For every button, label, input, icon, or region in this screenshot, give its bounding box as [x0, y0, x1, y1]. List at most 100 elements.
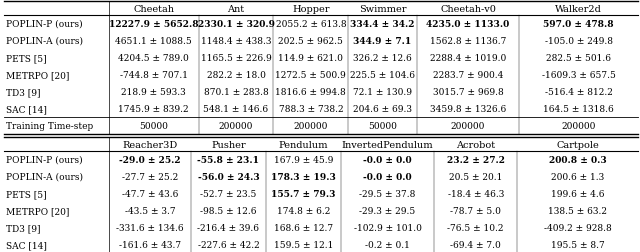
- Text: Pendulum: Pendulum: [278, 140, 328, 149]
- Text: -331.6 ± 134.6: -331.6 ± 134.6: [116, 223, 184, 232]
- Text: 282.2 ± 18.0: 282.2 ± 18.0: [207, 71, 266, 80]
- Text: 334.4 ± 34.2: 334.4 ± 34.2: [350, 20, 415, 29]
- Text: 200000: 200000: [294, 121, 328, 131]
- Text: Ant: Ant: [227, 5, 244, 13]
- Text: 788.3 ± 738.2: 788.3 ± 738.2: [278, 105, 343, 114]
- Text: -1609.3 ± 657.5: -1609.3 ± 657.5: [542, 71, 616, 80]
- Text: PETS [5]: PETS [5]: [6, 54, 47, 63]
- Text: SAC [14]: SAC [14]: [6, 240, 47, 249]
- Text: Cartpole: Cartpole: [556, 140, 599, 149]
- Text: -76.5 ± 10.2: -76.5 ± 10.2: [447, 223, 504, 232]
- Text: -52.7 ± 23.5: -52.7 ± 23.5: [200, 189, 257, 198]
- Text: -98.5 ± 12.6: -98.5 ± 12.6: [200, 206, 257, 215]
- Text: 1816.6 ± 994.8: 1816.6 ± 994.8: [275, 88, 346, 97]
- Text: -55.8 ± 23.1: -55.8 ± 23.1: [197, 155, 259, 164]
- Text: 4651.1 ± 1088.5: 4651.1 ± 1088.5: [115, 37, 192, 46]
- Text: TD3 [9]: TD3 [9]: [6, 223, 40, 232]
- Text: Walker2d: Walker2d: [556, 5, 602, 13]
- Text: SAC [14]: SAC [14]: [6, 105, 47, 114]
- Text: 159.5 ± 12.1: 159.5 ± 12.1: [273, 240, 333, 249]
- Text: POPLIN-A (ours): POPLIN-A (ours): [6, 172, 83, 181]
- Text: 326.2 ± 12.6: 326.2 ± 12.6: [353, 54, 412, 63]
- Text: 72.1 ± 130.9: 72.1 ± 130.9: [353, 88, 412, 97]
- Text: -78.7 ± 5.0: -78.7 ± 5.0: [451, 206, 501, 215]
- Text: 2283.7 ± 900.4: 2283.7 ± 900.4: [433, 71, 503, 80]
- Text: -102.9 ± 101.0: -102.9 ± 101.0: [354, 223, 422, 232]
- Text: Pusher: Pusher: [211, 140, 246, 149]
- Text: 200000: 200000: [219, 121, 253, 131]
- Text: 12227.9 ± 5652.8: 12227.9 ± 5652.8: [109, 20, 198, 29]
- Text: -69.4 ± 7.0: -69.4 ± 7.0: [451, 240, 501, 249]
- Text: 1165.5 ± 226.9: 1165.5 ± 226.9: [201, 54, 271, 63]
- Text: POPLIN-P (ours): POPLIN-P (ours): [6, 155, 83, 164]
- Text: -29.3 ± 29.5: -29.3 ± 29.5: [360, 206, 416, 215]
- Text: POPLIN-P (ours): POPLIN-P (ours): [6, 20, 83, 29]
- Text: InvertedPendulum: InvertedPendulum: [342, 140, 433, 149]
- Text: POPLIN-A (ours): POPLIN-A (ours): [6, 37, 83, 46]
- Text: 114.9 ± 621.0: 114.9 ± 621.0: [278, 54, 343, 63]
- Text: Reacher3D: Reacher3D: [122, 140, 177, 149]
- Text: METRPO [20]: METRPO [20]: [6, 71, 69, 80]
- Text: 548.1 ± 146.6: 548.1 ± 146.6: [204, 105, 269, 114]
- Text: Hopper: Hopper: [292, 5, 330, 13]
- Text: Training Time-step: Training Time-step: [6, 121, 93, 131]
- Text: -216.4 ± 39.6: -216.4 ± 39.6: [197, 223, 259, 232]
- Text: 2330.1 ± 320.9: 2330.1 ± 320.9: [198, 20, 275, 29]
- Text: 282.5 ± 501.6: 282.5 ± 501.6: [546, 54, 611, 63]
- Text: 1272.5 ± 500.9: 1272.5 ± 500.9: [275, 71, 346, 80]
- Text: -18.4 ± 46.3: -18.4 ± 46.3: [447, 189, 504, 198]
- Text: METRPO [20]: METRPO [20]: [6, 206, 69, 215]
- Text: 50000: 50000: [139, 121, 168, 131]
- Text: 168.6 ± 12.7: 168.6 ± 12.7: [274, 223, 333, 232]
- Text: 178.3 ± 19.3: 178.3 ± 19.3: [271, 172, 336, 181]
- Text: 138.5 ± 63.2: 138.5 ± 63.2: [548, 206, 607, 215]
- Text: 155.7 ± 79.3: 155.7 ± 79.3: [271, 189, 335, 198]
- Text: -56.0 ± 24.3: -56.0 ± 24.3: [198, 172, 259, 181]
- Text: -409.2 ± 928.8: -409.2 ± 928.8: [543, 223, 611, 232]
- Text: 3459.8 ± 1326.6: 3459.8 ± 1326.6: [430, 105, 506, 114]
- Text: -43.5 ± 3.7: -43.5 ± 3.7: [125, 206, 175, 215]
- Text: 167.9 ± 45.9: 167.9 ± 45.9: [273, 155, 333, 164]
- Text: 597.0 ± 478.8: 597.0 ± 478.8: [543, 20, 614, 29]
- Text: 204.6 ± 69.3: 204.6 ± 69.3: [353, 105, 412, 114]
- Text: -47.7 ± 43.6: -47.7 ± 43.6: [122, 189, 178, 198]
- Text: -0.0 ± 0.0: -0.0 ± 0.0: [364, 155, 412, 164]
- Text: -227.6 ± 42.2: -227.6 ± 42.2: [198, 240, 259, 249]
- Text: 200000: 200000: [451, 121, 485, 131]
- Text: 218.9 ± 593.3: 218.9 ± 593.3: [121, 88, 186, 97]
- Text: 20.5 ± 20.1: 20.5 ± 20.1: [449, 172, 502, 181]
- Text: 1745.9 ± 839.2: 1745.9 ± 839.2: [118, 105, 189, 114]
- Text: 200000: 200000: [561, 121, 596, 131]
- Text: 200.8 ± 0.3: 200.8 ± 0.3: [548, 155, 606, 164]
- Text: 870.1 ± 283.8: 870.1 ± 283.8: [204, 88, 268, 97]
- Text: -0.2 ± 0.1: -0.2 ± 0.1: [365, 240, 410, 249]
- Text: -29.0 ± 25.2: -29.0 ± 25.2: [119, 155, 180, 164]
- Text: Acrobot: Acrobot: [456, 140, 495, 149]
- Text: PETS [5]: PETS [5]: [6, 189, 47, 198]
- Text: 174.8 ± 6.2: 174.8 ± 6.2: [276, 206, 330, 215]
- Text: -29.5 ± 37.8: -29.5 ± 37.8: [360, 189, 416, 198]
- Text: 200.6 ± 1.3: 200.6 ± 1.3: [551, 172, 604, 181]
- Text: 4204.5 ± 789.0: 4204.5 ± 789.0: [118, 54, 189, 63]
- Text: -0.0 ± 0.0: -0.0 ± 0.0: [364, 172, 412, 181]
- Text: 50000: 50000: [368, 121, 397, 131]
- Text: Cheetah: Cheetah: [133, 5, 174, 13]
- Text: -161.6 ± 43.7: -161.6 ± 43.7: [119, 240, 181, 249]
- Text: -105.0 ± 249.8: -105.0 ± 249.8: [545, 37, 612, 46]
- Text: 23.2 ± 27.2: 23.2 ± 27.2: [447, 155, 505, 164]
- Text: 344.9 ± 7.1: 344.9 ± 7.1: [353, 37, 412, 46]
- Text: -516.4 ± 812.2: -516.4 ± 812.2: [545, 88, 612, 97]
- Text: TD3 [9]: TD3 [9]: [6, 88, 40, 97]
- Text: 202.5 ± 962.5: 202.5 ± 962.5: [278, 37, 343, 46]
- Text: 1148.4 ± 438.3: 1148.4 ± 438.3: [201, 37, 271, 46]
- Text: 195.5 ± 8.7: 195.5 ± 8.7: [550, 240, 604, 249]
- Text: 4235.0 ± 1133.0: 4235.0 ± 1133.0: [426, 20, 509, 29]
- Text: 1562.8 ± 1136.7: 1562.8 ± 1136.7: [430, 37, 506, 46]
- Text: 199.6 ± 4.6: 199.6 ± 4.6: [550, 189, 604, 198]
- Text: Cheetah-v0: Cheetah-v0: [440, 5, 496, 13]
- Text: 164.5 ± 1318.6: 164.5 ± 1318.6: [543, 105, 614, 114]
- Text: 2055.2 ± 613.8: 2055.2 ± 613.8: [276, 20, 346, 29]
- Text: 225.5 ± 104.6: 225.5 ± 104.6: [350, 71, 415, 80]
- Text: -27.7 ± 25.2: -27.7 ± 25.2: [122, 172, 178, 181]
- Text: -744.8 ± 707.1: -744.8 ± 707.1: [120, 71, 188, 80]
